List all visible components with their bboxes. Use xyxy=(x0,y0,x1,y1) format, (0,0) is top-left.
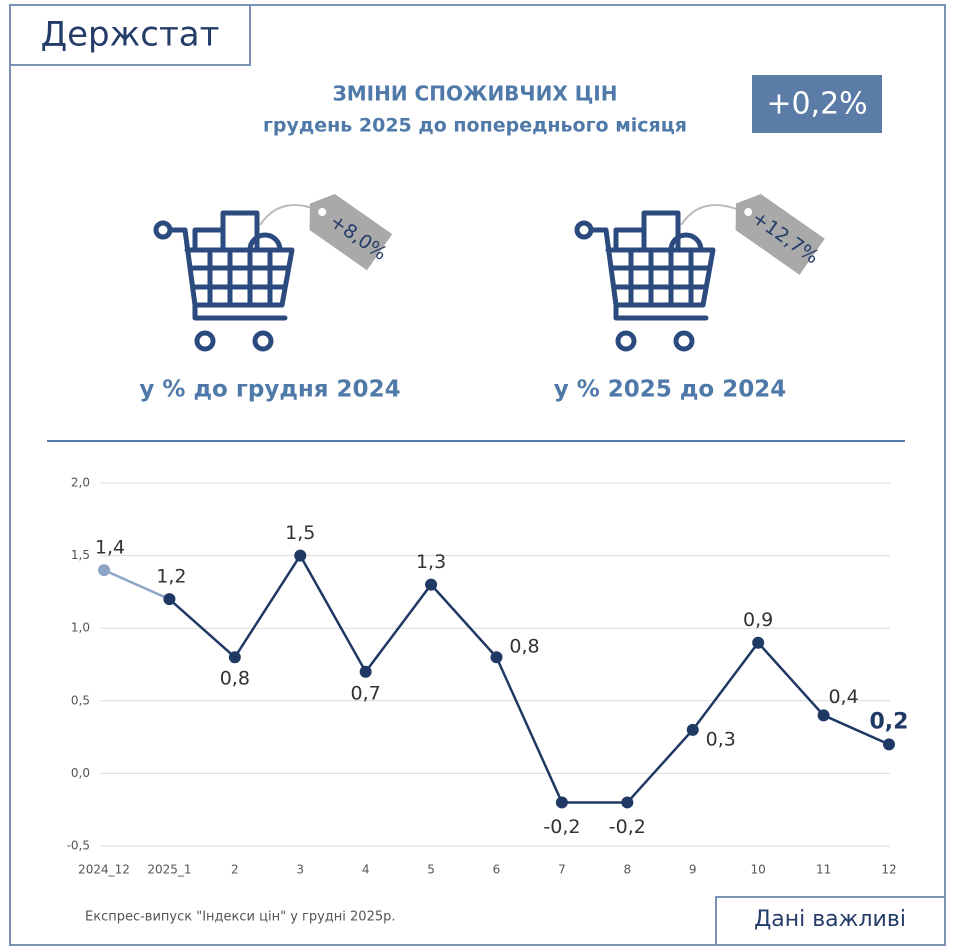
card-label: у % до грудня 2024 xyxy=(139,377,400,403)
x-tick-label: 9 xyxy=(689,863,697,877)
line xyxy=(168,553,890,804)
data-label: 1,4 xyxy=(95,537,125,559)
data-label: -0,2 xyxy=(609,816,646,838)
badge-box xyxy=(752,75,882,133)
x-tick-label: 8 xyxy=(624,863,632,877)
y-tick-label: 2,0 xyxy=(71,476,90,490)
logo: Держстат xyxy=(41,15,220,55)
card-label: у % 2025 до 2024 xyxy=(554,377,786,403)
badge: +0,2% xyxy=(766,87,867,122)
x-tick-label: 2024_12 xyxy=(78,863,130,877)
data-label: 1,3 xyxy=(416,551,446,573)
point xyxy=(425,578,438,591)
data-label: 0,2 xyxy=(870,709,909,734)
data-label: 0,9 xyxy=(743,609,773,631)
point xyxy=(228,651,241,664)
data-label: 1,2 xyxy=(156,566,186,588)
data-label: -0,2 xyxy=(543,816,580,838)
point xyxy=(490,651,503,664)
data-label: 1,5 xyxy=(285,522,315,544)
x-tick-label: 4 xyxy=(362,863,370,877)
point xyxy=(294,549,307,562)
x-tick-label: 2025_1 xyxy=(147,863,191,877)
logo-box xyxy=(9,4,251,66)
data-label: 0,4 xyxy=(828,686,858,708)
point xyxy=(98,564,110,577)
footer-note: Експрес-випуск "Індекси цін" у грудні 20… xyxy=(85,910,396,925)
button[interactable] xyxy=(715,896,946,946)
line-segment-previous xyxy=(103,568,170,601)
x-tick-label: 2 xyxy=(231,863,239,877)
x-tick-label: 7 xyxy=(558,863,566,877)
data-label: 0,8 xyxy=(220,668,250,690)
data-label: 0,8 xyxy=(509,636,539,658)
point xyxy=(752,636,765,649)
point xyxy=(883,738,895,751)
cart-icon xyxy=(574,194,825,352)
y-tick-label: -0,5 xyxy=(67,839,90,853)
point xyxy=(817,709,830,722)
x-tick-label: 6 xyxy=(493,863,501,877)
x-tick-label: 10 xyxy=(751,863,766,877)
x-tick-label: 5 xyxy=(427,863,435,877)
point xyxy=(555,796,568,809)
point xyxy=(359,665,372,678)
point xyxy=(686,723,699,736)
x-tick-label: 11 xyxy=(816,863,831,877)
y-tick-label: 0,5 xyxy=(71,693,90,707)
data-label: 0,3 xyxy=(706,728,736,750)
frame xyxy=(9,4,946,946)
y-tick-label: 1,5 xyxy=(71,548,90,562)
x-tick-label: 12 xyxy=(881,863,896,877)
x-tick-label: 3 xyxy=(296,863,304,877)
title: ЗМІНИ СПОЖИВЧИХ ЦІН xyxy=(333,82,618,106)
line-chart: -0,5 0,0 0,5 1,0 1,5 2,0 2024_12 2025_1 2 3 4 5 6 7 8 9… xyxy=(67,476,909,877)
data-label: 0,7 xyxy=(351,682,381,704)
y-tick-label: 1,0 xyxy=(71,621,90,635)
button-label[interactable]: Дані важливі xyxy=(754,907,906,932)
y-tick-label: 0,0 xyxy=(71,766,90,780)
cart-icon xyxy=(153,194,393,352)
subtitle: грудень 2025 до попереднього місяця xyxy=(263,115,687,137)
point xyxy=(621,796,634,809)
point xyxy=(163,593,176,606)
